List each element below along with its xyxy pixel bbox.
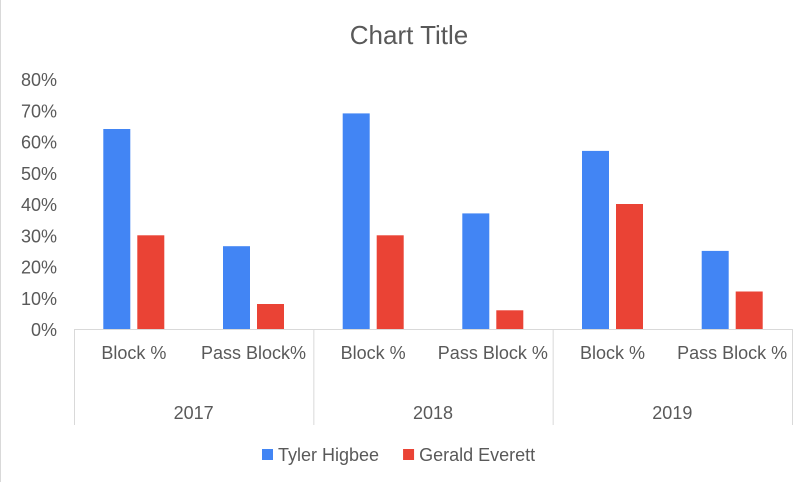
y-tick-label: 80%	[21, 70, 57, 90]
y-tick-label: 20%	[21, 258, 57, 278]
x-category-label: Pass Block %	[438, 343, 548, 363]
bar-series-2	[616, 204, 643, 329]
bar-series-2	[735, 291, 763, 329]
chart-title: Chart Title	[350, 20, 469, 50]
y-tick-label: 50%	[21, 164, 57, 184]
x-category-label: Block %	[341, 343, 406, 363]
x-category-label: Pass Block %	[677, 343, 787, 363]
legend: Tyler Higbee Gerald Everett	[262, 445, 535, 465]
bar-series-1	[342, 113, 370, 330]
y-tick-label: 10%	[21, 289, 57, 309]
bar-series-2	[496, 310, 524, 330]
legend-label: Tyler Higbee	[278, 445, 379, 465]
y-tick-label: 70%	[21, 101, 57, 121]
bar-series-1	[103, 129, 131, 329]
x-axis: Block % Pass Block% Block % Pass Block % Blo…	[74, 329, 793, 425]
x-category-label: Block %	[580, 343, 645, 363]
x-group-label: 2017	[174, 403, 214, 423]
bar-series-1	[582, 150, 609, 329]
bar-series-2	[376, 235, 404, 330]
bar-series-1	[223, 246, 250, 329]
bar-series-1	[462, 213, 490, 329]
y-tick-label: 0%	[31, 320, 57, 340]
x-category-label: Pass Block%	[201, 343, 306, 363]
y-tick-label: 40%	[21, 195, 57, 215]
legend-label: Gerald Everett	[419, 445, 535, 465]
x-category-label: Block %	[101, 343, 166, 363]
bar-series-2	[137, 235, 165, 330]
bars	[103, 113, 763, 330]
x-group-label: 2018	[413, 403, 453, 423]
x-group-label: 2019	[652, 403, 692, 423]
legend-swatch	[403, 449, 415, 460]
y-tick-label: 60%	[21, 133, 57, 153]
y-axis: 0% 10% 20% 30% 40% 50% 60% 70% 80%	[21, 70, 57, 340]
y-tick-label: 30%	[21, 226, 57, 246]
bar-series-2	[257, 304, 284, 329]
legend-swatch	[262, 449, 273, 460]
bar-series-1	[701, 250, 729, 329]
